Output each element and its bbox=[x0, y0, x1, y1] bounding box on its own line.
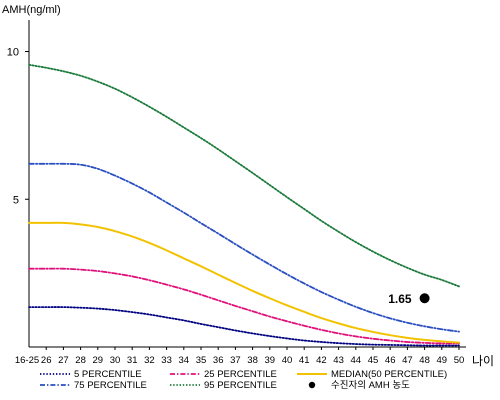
x-tick-label: 44 bbox=[351, 355, 362, 366]
legend-label: 수진자의 AMH 농도 bbox=[331, 380, 410, 391]
legend-label: 75 PERCENTILE bbox=[74, 380, 147, 391]
legend-label: 5 PERCENTILE bbox=[74, 369, 142, 380]
x-tick-label: 30 bbox=[110, 355, 121, 366]
x-tick-label: 48 bbox=[419, 355, 430, 366]
y-axis-label: AMH(ng/ml) bbox=[2, 4, 61, 16]
series-line-25-percentile bbox=[28, 267, 460, 345]
chart-axes: AMH(ng/ml) 5 10 16-25 26 27 28 29 30 31 32 33 34 35 36… bbox=[2, 4, 494, 368]
chart-legend: 5 PERCENTILE 25 PERCENTILE MEDIAN(50 PERCE… bbox=[40, 369, 447, 391]
patient-amh-label: 1.65 bbox=[388, 292, 412, 306]
x-tick-label: 34 bbox=[179, 355, 190, 366]
x-tick-label: 42 bbox=[316, 355, 327, 366]
x-tick-label: 40 bbox=[282, 355, 293, 366]
patient-amh-point bbox=[419, 293, 430, 304]
series-line-75-percentile bbox=[28, 162, 460, 333]
x-tick-label: 28 bbox=[75, 355, 86, 366]
x-tick-label: 47 bbox=[402, 355, 413, 366]
x-tick-label: 38 bbox=[247, 355, 258, 366]
x-tick-label: 31 bbox=[127, 355, 138, 366]
legend-label: MEDIAN(50 PERCENTILE) bbox=[331, 369, 447, 380]
highlight-layer: 1.65 bbox=[388, 292, 430, 306]
x-tick-label: 50 bbox=[454, 355, 465, 366]
legend-label: 95 PERCENTILE bbox=[204, 380, 277, 391]
y-tick-label: 10 bbox=[7, 47, 19, 59]
x-tick-label: 27 bbox=[58, 355, 69, 366]
x-tick-label: 43 bbox=[333, 355, 344, 366]
legend-label: 25 PERCENTILE bbox=[204, 369, 277, 380]
x-tick-label: 45 bbox=[368, 355, 379, 366]
x-tick-label: 33 bbox=[161, 355, 172, 366]
series-line-5-percentile bbox=[28, 306, 460, 347]
x-tick-label: 16-25 bbox=[15, 355, 39, 366]
x-tick-label: 35 bbox=[196, 355, 207, 366]
series-layer bbox=[28, 63, 460, 347]
x-tick-label: 39 bbox=[265, 355, 276, 366]
x-axis-label: 나이 bbox=[472, 354, 494, 368]
y-tick-label: 5 bbox=[13, 194, 19, 206]
x-tick-label: 26 bbox=[41, 355, 52, 366]
series-line-median-50-percentile bbox=[28, 221, 460, 344]
legend-point-swatch bbox=[308, 381, 316, 389]
x-tick-label: 36 bbox=[213, 355, 224, 366]
x-tick-label: 32 bbox=[144, 355, 155, 366]
x-tick-label: 41 bbox=[299, 355, 310, 366]
x-tick-label: 49 bbox=[437, 355, 448, 366]
series-line-95-percentile bbox=[28, 63, 460, 288]
x-tick-label: 37 bbox=[230, 355, 241, 366]
x-tick-label: 46 bbox=[385, 355, 396, 366]
x-tick-label: 29 bbox=[93, 355, 104, 366]
